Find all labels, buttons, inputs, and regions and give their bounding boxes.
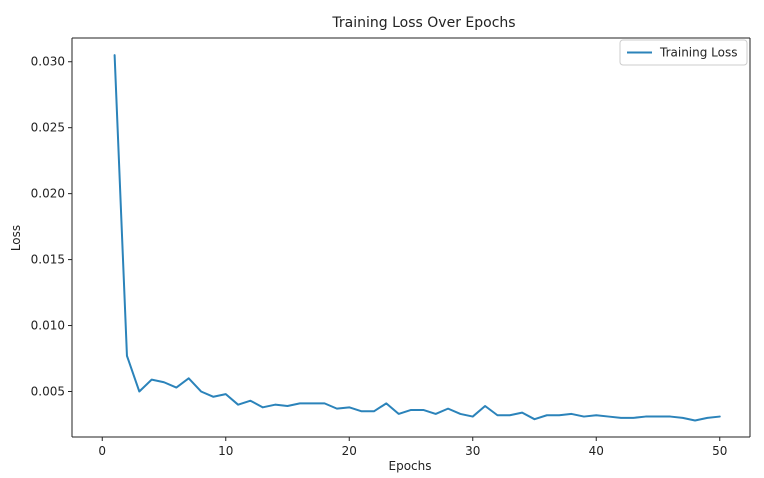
y-axis-label: Loss bbox=[9, 225, 23, 251]
x-axis-ticks: 0 10 20 30 40 50 bbox=[98, 437, 727, 458]
training-loss-point bbox=[521, 412, 523, 414]
training-loss-point bbox=[595, 414, 597, 416]
training-loss-point bbox=[324, 402, 326, 404]
training-loss-point bbox=[459, 413, 461, 415]
y-tick-label: 0.015 bbox=[31, 253, 65, 267]
training-loss-point bbox=[583, 416, 585, 418]
training-loss-point bbox=[225, 393, 227, 395]
training-loss-point bbox=[472, 416, 474, 418]
training-loss-point bbox=[669, 416, 671, 418]
training-loss-point bbox=[336, 408, 338, 410]
plot-frame bbox=[71, 37, 751, 438]
training-loss-point bbox=[435, 413, 437, 415]
x-tick-label: 10 bbox=[218, 444, 233, 458]
training-loss-point bbox=[311, 402, 313, 404]
training-loss-point bbox=[694, 420, 696, 422]
y-axis-ticks: 0.005 0.010 0.015 0.020 0.025 0.030 bbox=[31, 55, 72, 398]
training-loss-point bbox=[484, 405, 486, 407]
training-loss-point bbox=[558, 414, 560, 416]
training-loss-point bbox=[620, 417, 622, 419]
training-loss-point bbox=[287, 405, 289, 407]
training-loss-point bbox=[608, 416, 610, 418]
training-loss-point bbox=[188, 377, 190, 379]
training-loss-point bbox=[175, 387, 177, 389]
training-loss-point bbox=[114, 54, 116, 56]
training-loss-point bbox=[509, 414, 511, 416]
training-loss-point bbox=[632, 417, 634, 419]
training-loss-point bbox=[249, 400, 251, 402]
training-loss-point bbox=[398, 413, 400, 415]
x-tick-label: 50 bbox=[712, 444, 727, 458]
y-tick-label: 0.005 bbox=[31, 384, 65, 398]
training-loss-point bbox=[447, 408, 449, 410]
training-loss-point bbox=[212, 396, 214, 398]
training-loss-point bbox=[719, 416, 721, 418]
legend-label: Training Loss bbox=[659, 46, 737, 60]
training-loss-point bbox=[645, 416, 647, 418]
training-loss-point bbox=[200, 390, 202, 392]
training-loss-point bbox=[237, 404, 239, 406]
y-tick-label: 0.025 bbox=[31, 121, 65, 135]
y-tick-label: 0.030 bbox=[31, 55, 65, 69]
x-tick-label: 40 bbox=[589, 444, 604, 458]
training-loss-point bbox=[410, 409, 412, 411]
training-loss-point bbox=[138, 390, 140, 392]
x-axis-label: Epochs bbox=[389, 459, 432, 473]
training-loss-point bbox=[373, 410, 375, 412]
training-loss-point bbox=[496, 414, 498, 416]
training-loss-point bbox=[422, 409, 424, 411]
y-tick-label: 0.010 bbox=[31, 319, 65, 333]
training-loss-point bbox=[533, 418, 535, 420]
training-loss-point bbox=[571, 413, 573, 415]
training-loss-point bbox=[657, 416, 659, 418]
training-loss-point bbox=[348, 406, 350, 408]
training-loss-point bbox=[274, 404, 276, 406]
chart-title: Training Loss Over Epochs bbox=[331, 15, 515, 31]
training-loss-line bbox=[113, 54, 721, 422]
training-loss-point bbox=[385, 402, 387, 404]
training-loss-point bbox=[262, 406, 264, 408]
legend: Training Loss bbox=[619, 39, 748, 66]
y-tick-label: 0.020 bbox=[31, 187, 65, 201]
x-tick-label: 20 bbox=[342, 444, 357, 458]
training-loss-point bbox=[163, 381, 165, 383]
training-loss-point bbox=[299, 402, 301, 404]
training-loss-point bbox=[546, 414, 548, 416]
x-tick-label: 30 bbox=[465, 444, 480, 458]
series-layer bbox=[113, 54, 721, 422]
training-loss-point bbox=[361, 410, 363, 412]
training-loss-point bbox=[706, 417, 708, 419]
training-loss-point bbox=[682, 417, 684, 419]
x-tick-label: 0 bbox=[98, 444, 106, 458]
training-loss-point bbox=[151, 379, 153, 381]
training-loss-point bbox=[126, 355, 128, 357]
legend-box bbox=[619, 39, 748, 66]
